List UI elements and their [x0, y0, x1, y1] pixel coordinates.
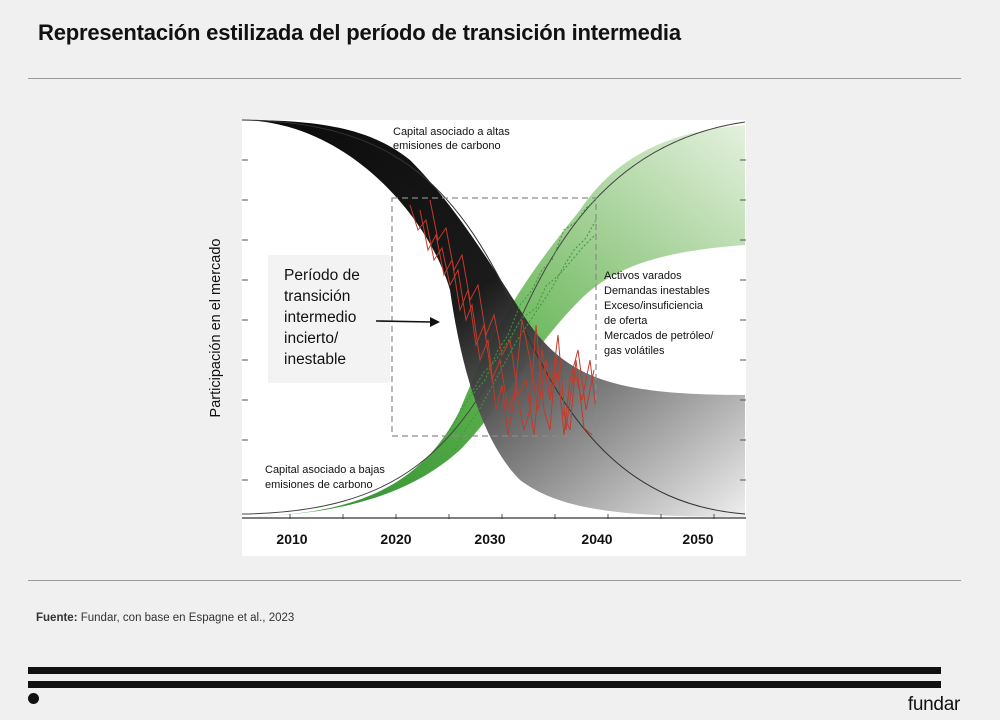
high-carbon-volatility-lines [409, 199, 597, 436]
brand-logo: fundar [907, 694, 960, 715]
source-text: Fundar, con base en Espagne et al., 2023 [77, 612, 295, 624]
x-tick-label: 2010 [276, 531, 307, 547]
high-carbon-curve [241, 119, 746, 515]
x-tick-label: 2030 [474, 531, 505, 547]
footer-bar-bottom [28, 681, 941, 688]
x-tick-label: 2020 [380, 531, 411, 547]
footer-dot [28, 693, 39, 704]
y-axis-ticks [242, 159, 746, 481]
risks-label: Activos varados Demandas inestables Exce… [604, 270, 717, 357]
top-divider [28, 78, 961, 79]
source-label: Fuente: [36, 612, 78, 624]
y-axis-label: Participación en el mercado [208, 239, 224, 418]
high-carbon-label: Capital asociado a altas emisiones de ca… [393, 126, 513, 152]
low-carbon-volatility-lines [449, 199, 597, 451]
diagram-canvas: Período de transición intermedio inciert… [208, 119, 746, 556]
footer-bar-top [28, 667, 941, 674]
high-carbon-band [242, 120, 745, 517]
bottom-divider [28, 580, 961, 581]
x-tick-label: 2050 [682, 531, 713, 547]
source-note: Fuente: Fundar, con base en Espagne et a… [36, 612, 294, 624]
transition-period-box [391, 197, 597, 437]
low-carbon-label: Capital asociado a bajas emisiones de ca… [265, 464, 388, 491]
low-carbon-band [242, 125, 745, 517]
x-tick-labels: 2010 2020 2030 2040 2050 [276, 531, 713, 547]
transition-label-background [268, 255, 390, 383]
transition-diagram: Período de transición intermedio inciert… [200, 110, 760, 560]
x-tick-label: 2040 [581, 531, 612, 547]
page-title: Representación estilizada del período de… [38, 20, 681, 45]
arrow-icon [375, 317, 440, 327]
transition-label: Período de transición intermedio inciert… [284, 267, 364, 368]
